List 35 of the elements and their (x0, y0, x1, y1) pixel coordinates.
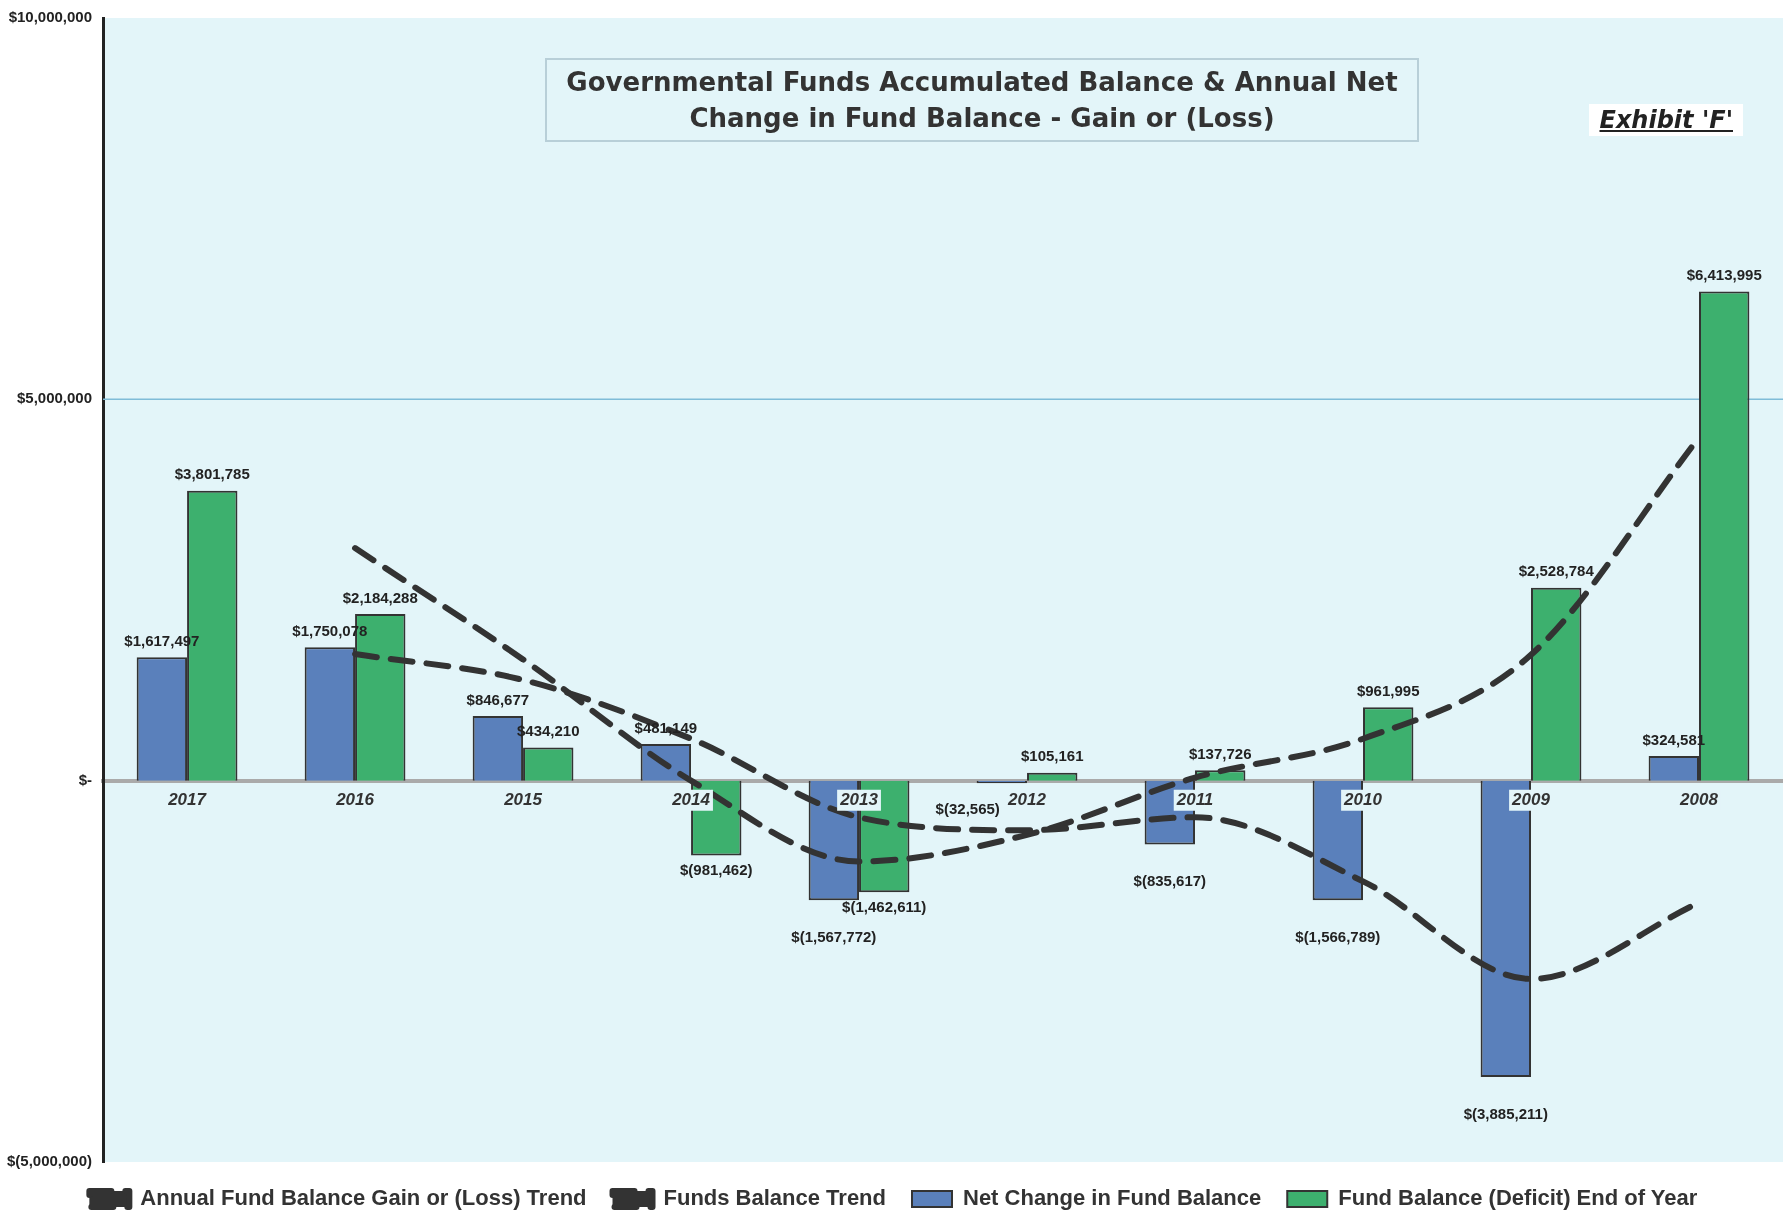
y-tick-label: $10,000,000 (8, 8, 93, 26)
data-label: $(1,462,611) (842, 897, 927, 915)
data-label: $(32,565) (935, 800, 1000, 818)
data-label: $105,161 (1020, 747, 1084, 765)
data-label: $(3,885,211) (1463, 1104, 1548, 1122)
x-tick-label: 2008 (1679, 789, 1719, 809)
data-label: $(1,567,772) (791, 927, 877, 945)
data-label: $(981,462) (679, 861, 753, 879)
legend-label: Fund Balance (Deficit) End of Year (1338, 1185, 1698, 1211)
data-label: $3,801,785 (174, 465, 250, 483)
x-tick-label: 2013 (839, 789, 879, 809)
x-tick-label: 2010 (1343, 789, 1383, 809)
legend-label: Annual Fund Balance Gain or (Loss) Trend (140, 1185, 587, 1211)
x-tick-label: 2014 (671, 789, 711, 809)
legend-label: Net Change in Fund Balance (963, 1185, 1262, 1211)
y-tick-label: $- (78, 770, 93, 788)
data-label: $846,677 (466, 690, 530, 708)
y-tick-label: $5,000,000 (16, 389, 93, 407)
data-label: $2,528,784 (1518, 562, 1595, 580)
data-label: $(835,617) (1133, 872, 1207, 890)
x-tick-label: 2009 (1511, 789, 1551, 809)
legend-label: Funds Balance Trend (663, 1185, 887, 1211)
annotation: Exhibit 'F' (1589, 104, 1743, 136)
x-tick-label: 2017 (167, 789, 208, 809)
x-tick-label: 2012 (1007, 789, 1047, 809)
data-label: $137,726 (1188, 744, 1252, 762)
x-tick-label: 2016 (335, 789, 375, 809)
data-label: $2,184,288 (342, 588, 418, 606)
x-tick-label: 2011 (1175, 789, 1214, 809)
data-label: $(1,566,789) (1295, 927, 1381, 945)
data-label: $961,995 (1356, 681, 1420, 699)
x-tick-label: 2015 (503, 789, 543, 809)
text: Governmental Funds Accumulated Balance & Annual Net Change in Fund Balance - Gain or (Loss) (545, 58, 1419, 142)
data-label: $6,413,995 (1686, 266, 1762, 284)
y-tick-label: $(5,000,000) (6, 1152, 93, 1170)
